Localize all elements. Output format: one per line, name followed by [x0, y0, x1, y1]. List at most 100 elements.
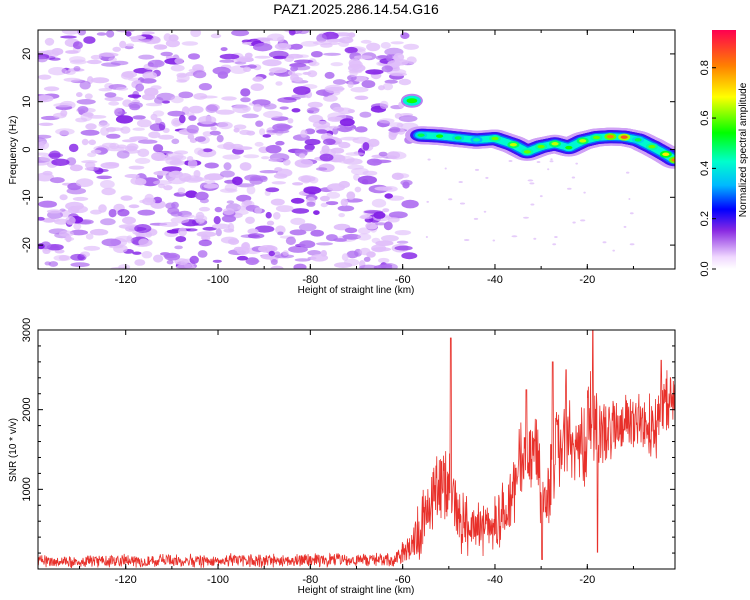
noise-blob [215, 228, 222, 237]
noise-blob [174, 57, 184, 65]
noise-blob [115, 115, 134, 124]
snr-y-tick-label: 3000 [21, 318, 33, 342]
noise-blob [311, 51, 323, 58]
noise-blob [444, 167, 447, 170]
noise-blob [396, 240, 409, 244]
noise-blob [145, 102, 163, 107]
noise-blob [336, 155, 355, 164]
colorbar-tick-label: 0.2 [699, 211, 711, 226]
noise-blob [220, 47, 228, 52]
noise-blob [296, 54, 309, 58]
noise-blob [192, 70, 207, 79]
noise-blob [378, 118, 395, 124]
noise-blob [346, 250, 359, 259]
noise-blob [202, 226, 217, 231]
noise-blob [406, 56, 417, 64]
noise-blob [347, 81, 354, 88]
noise-blob [75, 178, 94, 188]
noise-blob [132, 115, 146, 120]
noise-blob [161, 100, 170, 104]
noise-blob [129, 36, 147, 40]
colorbar-tick-label: 0.6 [699, 110, 711, 125]
noise-blob [209, 130, 221, 136]
noise-blob [141, 251, 153, 259]
noise-blob [328, 125, 340, 129]
noise-blob [125, 226, 138, 232]
noise-blob [38, 74, 52, 80]
noise-blob [245, 216, 255, 224]
noise-blob [137, 139, 158, 144]
noise-blob [354, 95, 369, 101]
noise-blob [113, 244, 128, 254]
noise-blob [529, 182, 535, 185]
noise-blob [473, 217, 479, 220]
noise-blob [179, 114, 186, 124]
noise-blob [85, 123, 97, 130]
noise-blob [316, 33, 327, 43]
noise-blob [323, 52, 341, 56]
noise-blob [401, 252, 418, 260]
noise-blob [145, 231, 152, 238]
snr-y-axis-label: SNR (10 * v/v) [8, 418, 19, 482]
noise-blob [304, 143, 315, 151]
noise-blob [343, 258, 360, 267]
ridge-peak-core [509, 142, 517, 147]
noise-blob [136, 39, 156, 43]
noise-blob [119, 40, 127, 49]
snr-y-tick-label: 2000 [21, 397, 33, 421]
noise-blob [403, 43, 419, 50]
noise-blob [623, 225, 627, 228]
spectrogram-y-axis-label: Frequency (Hz) [8, 116, 19, 185]
noise-blob [69, 229, 88, 236]
noise-blob [398, 78, 412, 86]
noise-blob [43, 86, 60, 92]
noise-blobs [38, 30, 635, 269]
noise-blob [274, 254, 295, 259]
noise-blob [243, 66, 251, 73]
noise-blob [325, 201, 339, 206]
noise-blob [38, 95, 54, 103]
spectrogram-y-tick-label: 0 [21, 146, 33, 152]
noise-blob [463, 239, 470, 241]
noise-blob [277, 97, 297, 103]
noise-blob [380, 42, 391, 49]
ridge-peak-core [671, 158, 675, 162]
noise-blob [310, 229, 325, 237]
spectrogram-x-tick-label: -80 [302, 274, 318, 286]
noise-blob [330, 62, 344, 67]
noise-blob [210, 126, 217, 131]
noise-blob [353, 55, 373, 60]
noise-blob [223, 162, 232, 171]
noise-blob [215, 109, 235, 115]
noise-blob [171, 201, 179, 209]
noise-blob [523, 216, 529, 219]
noise-blob [344, 227, 358, 234]
noise-blob [186, 124, 199, 134]
colorbar-ticks: 0.0 0.2 0.4 0.6 0.8 [699, 60, 716, 277]
noise-blob [294, 59, 314, 64]
noise-blob [285, 236, 296, 245]
noise-blob [319, 153, 334, 162]
noise-blob [70, 262, 90, 268]
noise-blob [533, 237, 537, 240]
noise-blob [137, 148, 150, 157]
noise-blob [358, 227, 371, 235]
noise-blob [86, 59, 102, 65]
noise-blob [254, 225, 275, 233]
noise-blob [360, 39, 372, 44]
noise-blob [282, 250, 289, 256]
noise-blob [320, 250, 327, 257]
noise-blob [170, 95, 184, 104]
noise-blob [110, 60, 129, 66]
noise-blob [83, 36, 96, 44]
noise-blob [270, 198, 285, 206]
noise-blob [163, 185, 173, 191]
noise-blob [448, 198, 453, 201]
noise-blob [127, 94, 142, 98]
noise-blob [166, 260, 174, 265]
noise-blob [252, 76, 264, 82]
noise-blob [425, 236, 428, 238]
noise-blob [294, 258, 311, 262]
noise-blob [120, 71, 134, 80]
noise-blob [316, 129, 328, 134]
